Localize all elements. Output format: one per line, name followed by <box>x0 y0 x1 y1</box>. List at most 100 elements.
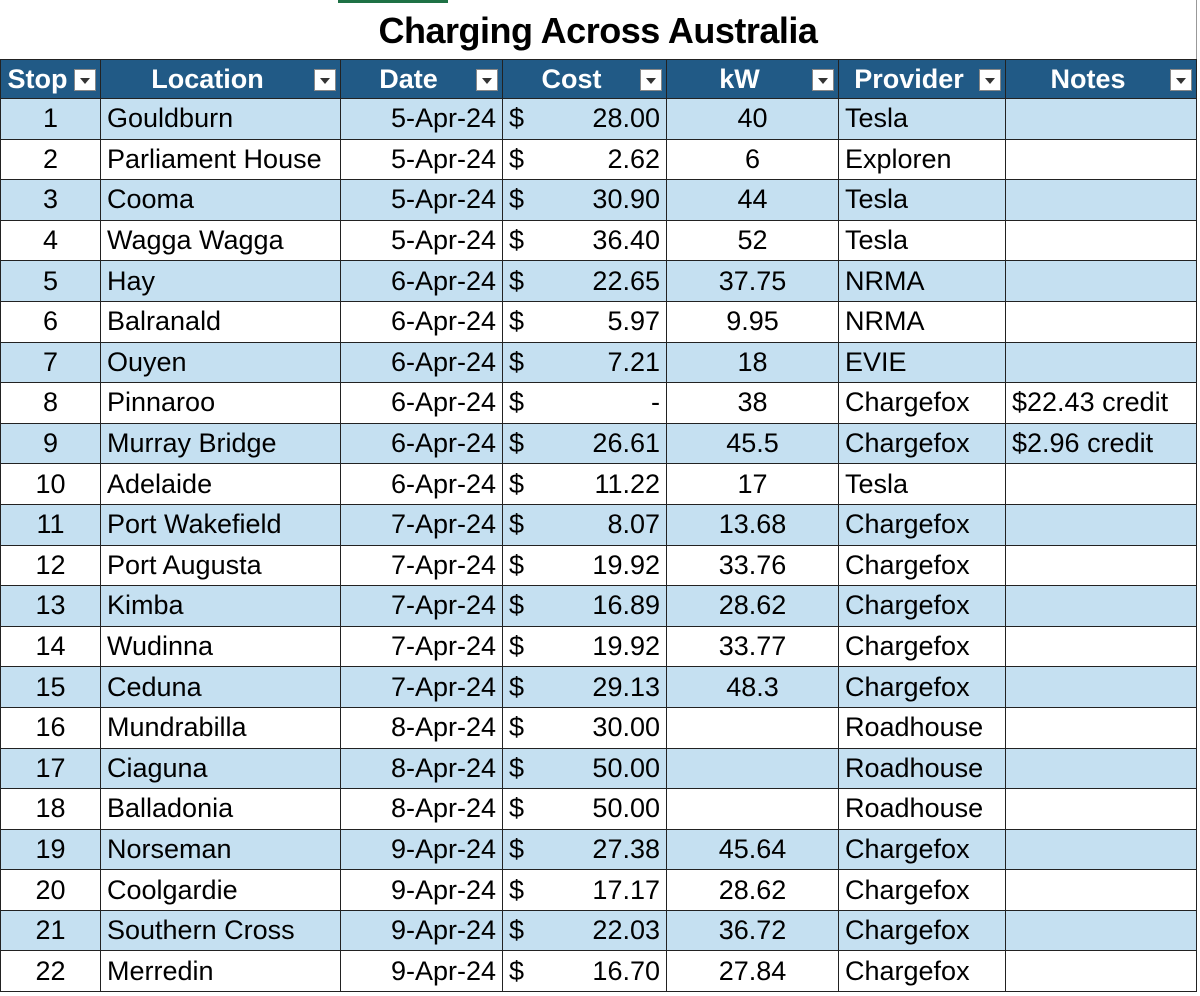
currency-symbol: $ <box>509 833 525 864</box>
cost-cell: $2.62 <box>509 144 660 175</box>
cell-text: 16.89 <box>592 590 660 621</box>
currency-symbol: $ <box>509 346 525 377</box>
column-header: Date <box>340 59 503 99</box>
table-cell: Roadhouse <box>838 706 1006 749</box>
cell-text: 5-Apr-24 <box>390 184 496 215</box>
cell-text: Chargefox <box>845 509 970 540</box>
table-cell <box>666 788 839 830</box>
column-header: Stop <box>0 59 101 99</box>
cell-text: Cooma <box>107 184 195 215</box>
table-cell: Balladonia <box>100 788 341 830</box>
table-cell: 6 <box>666 138 839 181</box>
table-cell: Balranald <box>100 300 341 343</box>
table-row: 17 Ciaguna 8-Apr-24 $50.00 Roadhouse <box>0 747 1197 790</box>
table-row: 22 Merredin 9-Apr-24 $16.70 27.84 Chargefox <box>0 950 1197 993</box>
table-cell: NRMA <box>838 260 1006 302</box>
filter-button[interactable] <box>74 69 96 91</box>
table-cell: Chargefox <box>838 503 1006 546</box>
cell-text: 16.70 <box>592 955 660 986</box>
table-cell: Chargefox <box>838 909 1006 952</box>
cell-text: 45.64 <box>718 833 787 864</box>
table-cell: 3 <box>0 179 101 221</box>
table-cell: 8-Apr-24 <box>340 747 503 790</box>
currency-symbol: $ <box>509 549 525 580</box>
cell-text: Kimba <box>107 590 184 621</box>
cell-text: - <box>651 387 660 418</box>
table-cell: 44 <box>666 179 839 221</box>
table-cell: 10 <box>0 463 101 505</box>
table-cell <box>1005 828 1197 871</box>
cell-text: 11 <box>36 509 65 540</box>
table-row: 16 Mundrabilla 8-Apr-24 $30.00 Roadhouse <box>0 706 1197 749</box>
table-cell: $8.07 <box>502 503 667 546</box>
table-cell: Merredin <box>100 950 341 993</box>
cell-text: 18 <box>35 793 66 824</box>
filter-button[interactable] <box>640 69 662 91</box>
cell-text: 8 <box>42 387 59 418</box>
cost-cell: $50.00 <box>509 793 660 824</box>
cell-text: Tesla <box>845 184 909 215</box>
column-header: Provider <box>838 59 1006 99</box>
cell-text: 10 <box>35 468 66 499</box>
table-cell: 11 <box>0 503 101 546</box>
table-cell: $22.03 <box>502 909 667 952</box>
currency-symbol: $ <box>509 184 525 215</box>
table-cell: Ciaguna <box>100 747 341 790</box>
cell-text: Pinnaroo <box>107 387 216 418</box>
filter-button[interactable] <box>314 69 336 91</box>
filter-button[interactable] <box>1170 69 1192 91</box>
table-cell: $2.96 credit <box>1005 422 1197 465</box>
table-cell: 5-Apr-24 <box>340 138 503 181</box>
cell-text: 8.07 <box>607 509 660 540</box>
table-cell: 6-Apr-24 <box>340 260 503 302</box>
cell-text: Tesla <box>845 225 909 256</box>
cell-text: Murray Bridge <box>107 428 277 459</box>
header-row: Stop Location Date Cost kW Provider Notes <box>0 59 1197 99</box>
currency-symbol: $ <box>509 671 525 702</box>
cell-text: 3 <box>42 184 59 215</box>
cell-text: 2 <box>42 143 59 174</box>
cell-text: 5-Apr-24 <box>390 143 496 174</box>
table-cell <box>1005 666 1197 708</box>
cell-text: 52 <box>737 225 768 256</box>
table-cell: Southern Cross <box>100 909 341 952</box>
cell-text: Port Augusta <box>107 549 262 580</box>
header-text: Location <box>151 63 264 94</box>
cell-text: 7.21 <box>607 346 660 377</box>
cost-cell: $7.21 <box>509 347 660 378</box>
filter-button[interactable] <box>476 69 498 91</box>
currency-symbol: $ <box>509 225 525 256</box>
data-table: Stop Location Date Cost kW Provider Notes 1 Gou… <box>0 59 1197 993</box>
table-cell: Chargefox <box>838 544 1006 587</box>
table-cell: 6-Apr-24 <box>340 341 503 384</box>
table-cell: Parliament House <box>100 138 341 181</box>
cell-text: 6 <box>42 306 59 337</box>
cell-text: 50.00 <box>592 793 660 824</box>
filter-button[interactable] <box>812 69 834 91</box>
currency-symbol: $ <box>509 103 525 134</box>
cell-text: 17 <box>737 468 768 499</box>
table-cell: 6-Apr-24 <box>340 300 503 343</box>
table-cell: 1 <box>0 98 101 140</box>
table-cell: $5.97 <box>502 300 667 343</box>
table-row: 3 Cooma 5-Apr-24 $30.90 44 Tesla <box>0 179 1197 221</box>
table-cell: Ceduna <box>100 666 341 708</box>
table-cell: Coolgardie <box>100 869 341 911</box>
cell-text: Roadhouse <box>845 793 984 824</box>
cell-text: Chargefox <box>845 874 970 905</box>
table-row: 5 Hay 6-Apr-24 $22.65 37.75 NRMA <box>0 260 1197 302</box>
table-row: 11 Port Wakefield 7-Apr-24 $8.07 13.68 Charge… <box>0 503 1197 546</box>
cell-text: 5-Apr-24 <box>390 225 496 256</box>
table-cell: Murray Bridge <box>100 422 341 465</box>
cell-text: 44 <box>737 184 768 215</box>
table-cell: Chargefox <box>838 869 1006 911</box>
table-cell: 7-Apr-24 <box>340 666 503 708</box>
table-row: 9 Murray Bridge 6-Apr-24 $26.61 45.5 Chargefo… <box>0 422 1197 465</box>
table-cell: 15 <box>0 666 101 708</box>
currency-symbol: $ <box>509 955 525 986</box>
cost-cell: $27.38 <box>509 834 660 865</box>
filter-button[interactable] <box>979 69 1001 91</box>
cell-text: Chargefox <box>845 671 970 702</box>
cell-text: 45.5 <box>726 428 779 459</box>
